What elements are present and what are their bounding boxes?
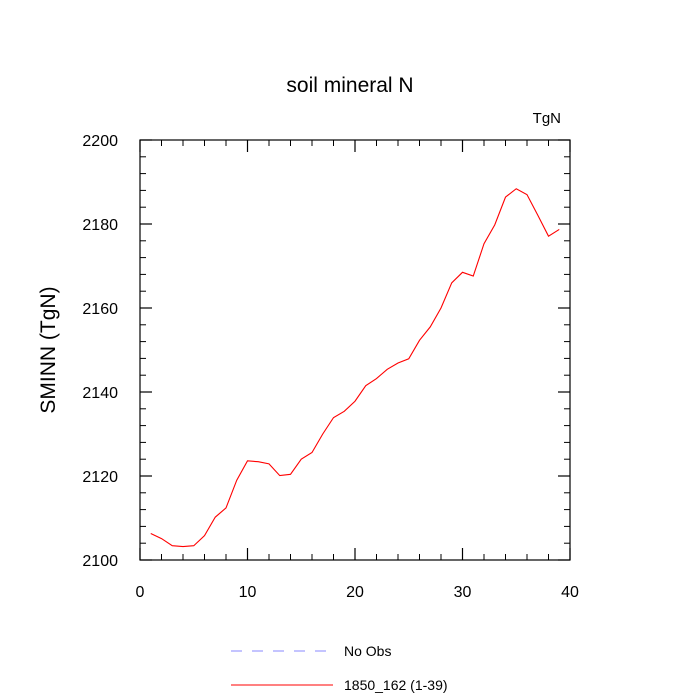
y-tick-label: 2180 [82, 217, 118, 234]
y-tick-label: 2100 [82, 553, 118, 570]
x-tick-label: 40 [561, 584, 579, 601]
x-tick-label: 20 [346, 584, 364, 601]
legend-label-1: 1850_162 (1-39) [344, 677, 448, 693]
units-label: TgN [533, 110, 561, 127]
x-tick-label: 30 [454, 584, 472, 601]
x-tick-label: 10 [239, 584, 257, 601]
plot-frame [139, 139, 571, 561]
plot-series [150, 188, 560, 548]
x-tick-label: 0 [136, 584, 145, 601]
legend-label-0: No Obs [344, 643, 391, 659]
y-tick-label: 2200 [82, 133, 118, 150]
y-tick-label: 2160 [82, 301, 118, 318]
series-line [150, 188, 560, 548]
legend: No Obs 1850_162 (1-39) [231, 643, 448, 693]
y-tick-label: 2120 [82, 469, 118, 486]
y-tick-label: 2140 [82, 385, 118, 402]
y-axis-label: SMINN (TgN) [37, 286, 60, 413]
axes: 0 10 20 30 40 2100 2120 2140 2160 2180 2200 [82, 133, 579, 601]
chart-title: soil mineral N [286, 74, 413, 97]
